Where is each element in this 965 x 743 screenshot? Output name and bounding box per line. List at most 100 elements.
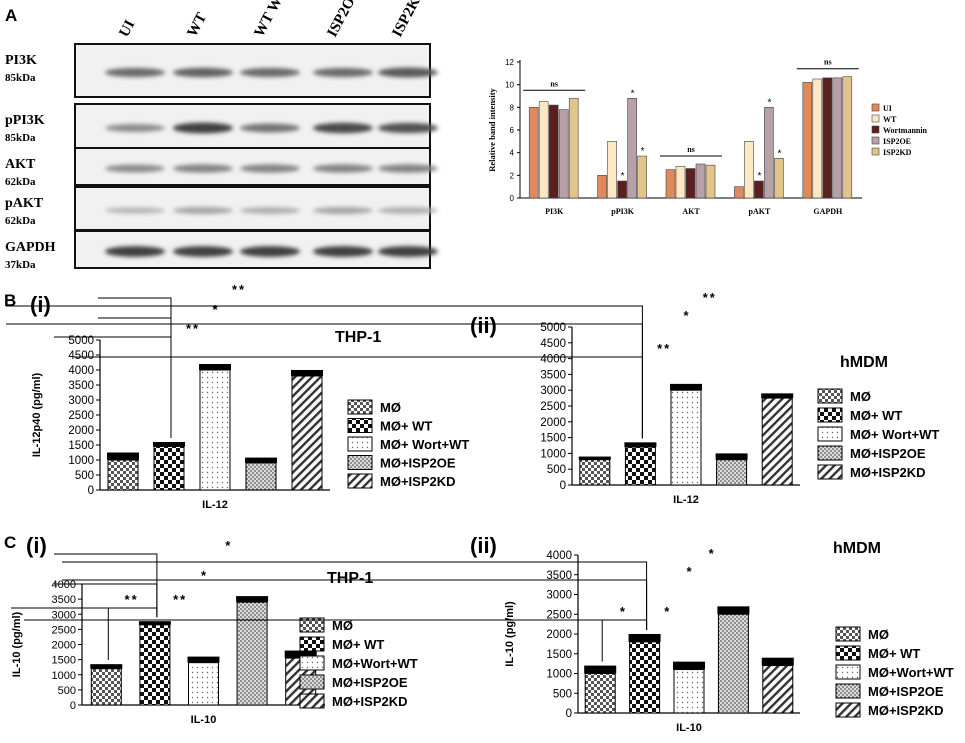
- il10-thp1-chart: 0 500 1000 1500 2000 2500 3000 3500 4000 IL-10 (p…: [11, 538, 418, 726]
- densitometry-star: *: [621, 171, 625, 182]
- cii-y-tick-label: 3500: [546, 570, 572, 582]
- panel-label-a: A: [5, 6, 17, 25]
- blot-band-akt-wt: [173, 164, 233, 173]
- densitometry-star: *: [641, 146, 645, 157]
- densitometry-y-tick-label: 4: [510, 149, 515, 158]
- densitometry-legend-label-wt: WT: [883, 115, 897, 124]
- bii-significance-label: **: [657, 341, 671, 356]
- densitometry-bar-pi3k-isp2oe: [558, 109, 569, 199]
- ci-significance-label: **: [173, 592, 187, 607]
- densitometry-star: *: [631, 88, 635, 99]
- blot-band-akt-wt-wort: [240, 164, 300, 173]
- lane-label-ui: UI: [116, 18, 138, 40]
- bii-y-tick-label: 1000: [540, 448, 566, 460]
- densitometry-bar-akt-isp2oe: [695, 163, 706, 199]
- ci-error-bar-mo-isp2oe: [236, 596, 269, 603]
- bii-significance-label: *: [683, 308, 690, 323]
- bii-legend-swatch-mo-isp2oe: [817, 445, 843, 461]
- densitometry-bar-pi3k-wt: [538, 101, 549, 199]
- cii-error-bar-mo-isp2oe: [717, 606, 750, 615]
- densitometry-category-akt: AKT: [682, 207, 700, 216]
- densitometry-bar-pakt-isp2oe: [764, 107, 774, 199]
- bii-error-bar-mo-isp2oe: [715, 453, 748, 460]
- ci-legend-label-mo-wort-wt: MØ+Wort+WT: [332, 656, 418, 671]
- bi-y-label: IL-12p40 (pg/ml): [31, 372, 43, 457]
- densitometry-ns-label-gapdh: ns: [824, 58, 832, 67]
- ci-x-label: IL-10: [191, 714, 217, 726]
- bi-x-label: IL-12: [202, 499, 228, 511]
- ci-error-bar-mo-wt: [138, 621, 171, 625]
- ci-bar-mo-isp2oe: [236, 601, 268, 706]
- blot-band-gapdh-isp2kd: [378, 246, 438, 257]
- bi-y-tick-label: 0: [88, 485, 94, 497]
- bii-title: hMDM: [840, 354, 888, 371]
- blot-band-pakt-wt: [173, 206, 233, 215]
- bi-y-tick-label: 1500: [68, 440, 94, 452]
- densitometry-bar-pakt-wortmannin: [754, 180, 764, 199]
- blot-band-pi3k-wt-wort: [240, 67, 300, 78]
- bii-significance-bracket: [6, 305, 643, 439]
- blot-band-pakt-isp2oe: [313, 206, 373, 215]
- blot-kda-pi3k: 85kDa: [5, 72, 36, 84]
- bi-legend-swatch-mo-wt: [347, 418, 373, 433]
- lane-label-isp2kd: ISP2KD: [389, 0, 428, 40]
- densitometry-legend-swatch-ui: [871, 103, 880, 112]
- densitometry-bar-akt-wortmannin: [685, 168, 696, 199]
- blot-band-akt-isp2oe: [313, 164, 373, 173]
- blot-kda-pakt: 62kDa: [5, 215, 36, 227]
- ci-y-tick-label: 500: [58, 685, 76, 697]
- densitometry-star: *: [777, 148, 781, 159]
- ci-y-tick-label: 1500: [52, 655, 76, 667]
- densitometry-bar-gapdh-isp2oe: [832, 77, 843, 199]
- bi-bar-mo-wt: [153, 446, 185, 491]
- bi-legend-label-mo-wt: MØ+ WT: [380, 419, 432, 434]
- bi-legend-label-mo-isp2oe: MØ+ISP2OE: [380, 456, 456, 471]
- bi-significance-label: *: [212, 302, 219, 317]
- densitometry-bar-akt-isp2kd: [705, 164, 716, 199]
- bii-y-tick-label: 5000: [540, 322, 566, 334]
- densitometry-bar-pi3k-wortmannin: [548, 104, 559, 199]
- cii-legend-label-mo-isp2oe: MØ+ISP2OE: [868, 684, 944, 699]
- bi-bar-mo: [107, 459, 139, 491]
- ci-legend-label-mo-isp2kd: MØ+ISP2KD: [332, 694, 408, 709]
- cii-y-tick-label: 500: [553, 688, 572, 700]
- ci-legend-label-mo-wt: MØ+ WT: [332, 637, 384, 652]
- bii-x-label: IL-12: [673, 494, 699, 506]
- bi-legend-label-mo: MØ: [380, 400, 401, 415]
- cii-error-bar-mo-wt: [628, 634, 661, 642]
- blot-band-ppi3k-wt-wort: [240, 123, 300, 133]
- ci-significance-bracket: [11, 607, 158, 618]
- cii-y-tick-label: 1000: [546, 669, 572, 681]
- cii-error-bar-mo: [584, 665, 617, 674]
- cii-bar-mo-wort-wt: [673, 669, 705, 714]
- densitometry-y-label: Relative band intensity: [487, 87, 497, 171]
- ci-legend-swatch-mo-isp2oe: [299, 674, 325, 690]
- bi-bar-mo-wort-wt: [199, 369, 231, 491]
- densitometry-bar-ppi3k-wt: [607, 141, 617, 199]
- blot-protein-gapdh: GAPDH: [5, 240, 56, 255]
- ci-significance-label: *: [225, 538, 232, 553]
- bii-legend-swatch-mo-isp2kd: [817, 464, 843, 480]
- ci-significance-label: **: [125, 592, 139, 607]
- cii-y-tick-label: 0: [566, 708, 572, 720]
- densitometry-y-tick-label: 12: [505, 58, 514, 67]
- densitometry-bar-akt-wt: [675, 165, 686, 199]
- cii-y-tick-label: 2000: [546, 629, 572, 641]
- blot-band-pakt-wt-wort: [240, 207, 300, 214]
- bii-bar-mo-wt: [624, 446, 656, 486]
- densitometry-bar-ppi3k-isp2oe: [627, 97, 637, 199]
- bi-y-tick-label: 500: [75, 470, 94, 482]
- densitometry-category-pakt: pAKT: [749, 207, 771, 216]
- blot-protein-ppi3k: pPI3K: [5, 113, 45, 128]
- bii-legend-swatch-mo-wt: [817, 407, 843, 423]
- panel-label-c-i: (i): [26, 533, 47, 558]
- bi-significance-bracket: [98, 297, 172, 438]
- densitometry-ns-label-akt: ns: [687, 145, 695, 154]
- densitometry-star: *: [767, 97, 771, 108]
- bii-legend-swatch-mo: [817, 388, 843, 404]
- densitometry-legend-swatch-wortmannin: [871, 125, 880, 134]
- blot-band-pi3k-wt: [173, 67, 233, 78]
- bi-title: THP-1: [335, 329, 381, 346]
- bii-y-tick-label: 3500: [540, 369, 566, 381]
